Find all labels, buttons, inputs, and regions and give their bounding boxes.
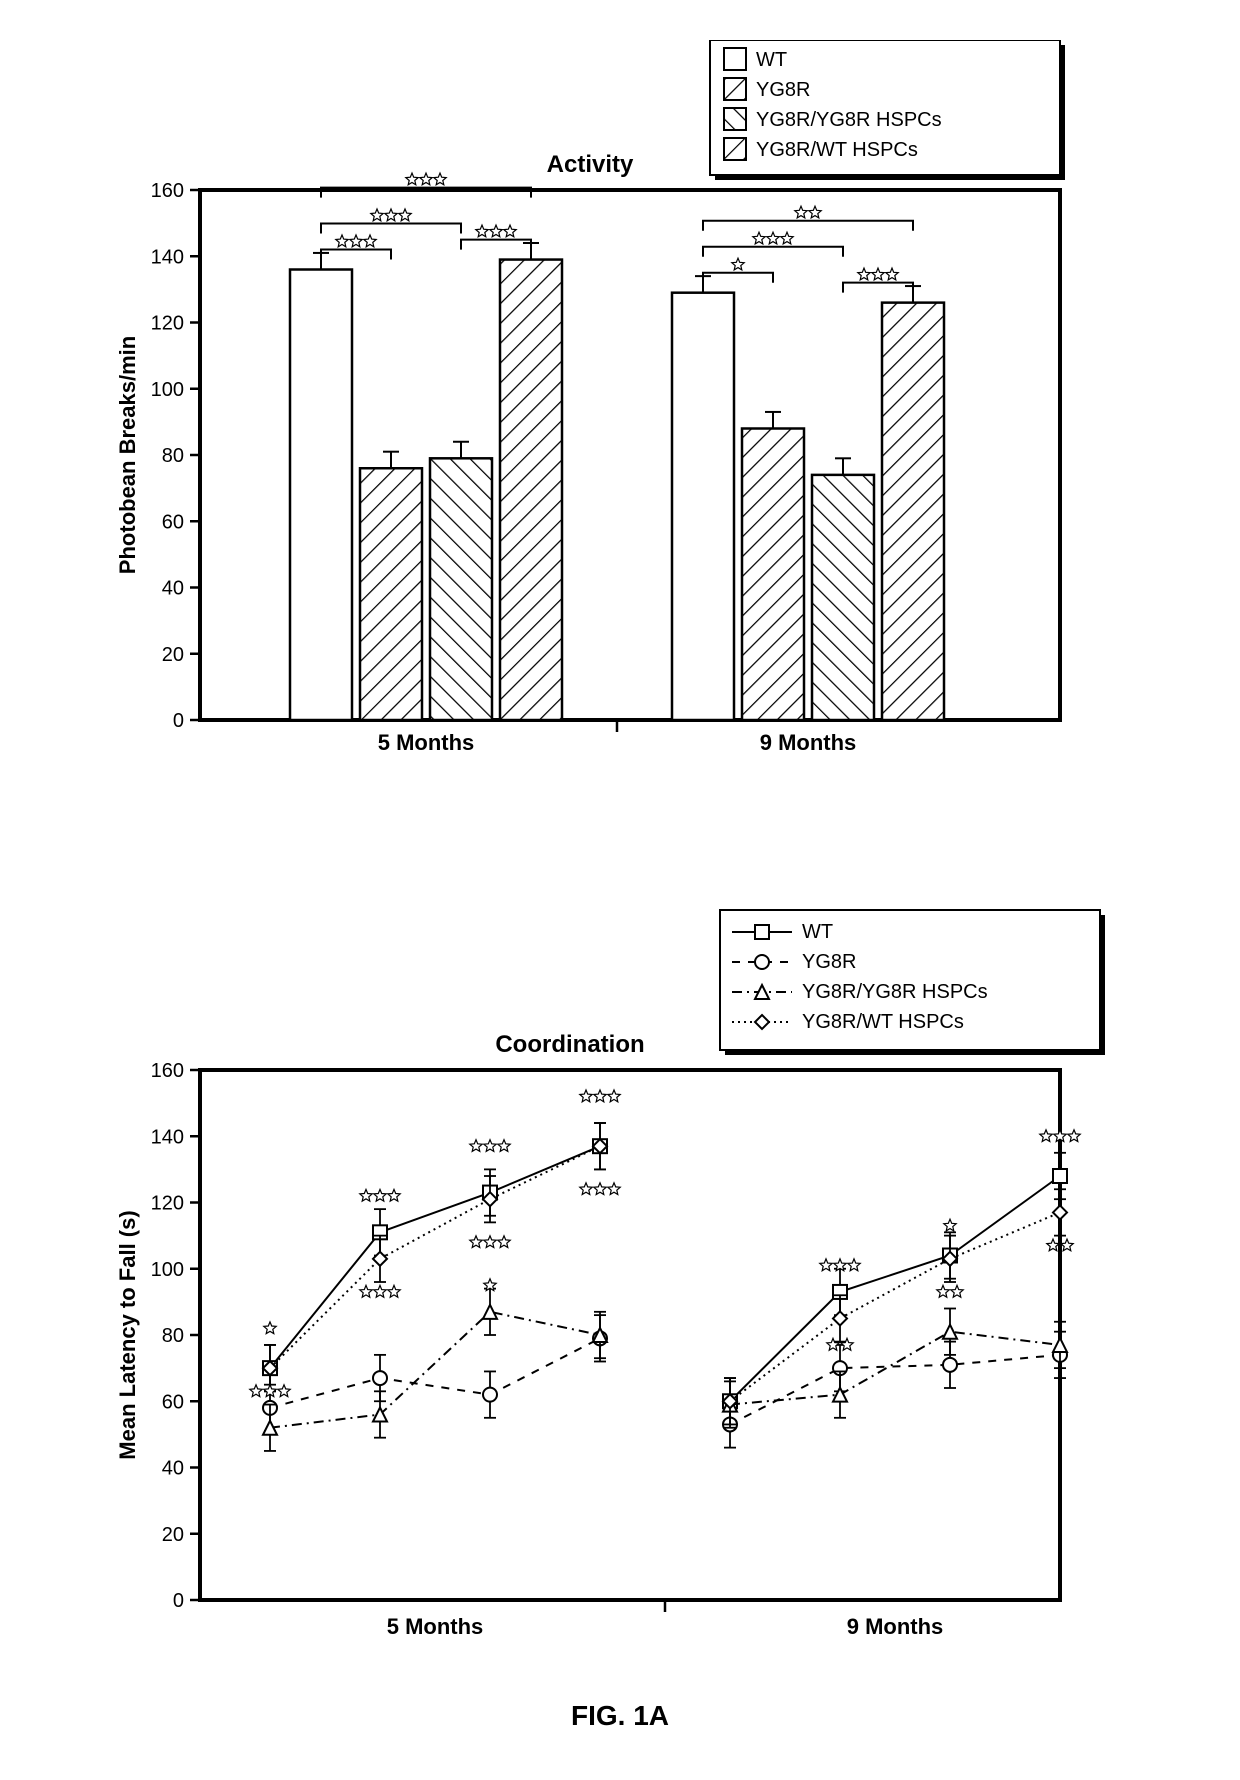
- svg-text:100: 100: [151, 1259, 184, 1281]
- svg-text:Activity: Activity: [547, 151, 634, 178]
- svg-text:5 Months: 5 Months: [378, 730, 475, 755]
- svg-text:160: 160: [151, 1060, 184, 1082]
- svg-text:40: 40: [162, 578, 184, 600]
- svg-text:5 Months: 5 Months: [387, 1614, 484, 1639]
- svg-text:WT: WT: [802, 921, 833, 943]
- svg-text:YG8R: YG8R: [756, 79, 810, 101]
- svg-text:140: 140: [151, 1126, 184, 1148]
- svg-text:60: 60: [162, 1391, 184, 1413]
- figure-caption: FIG. 1A: [0, 1700, 1240, 1732]
- svg-text:YG8R/WT HSPCs: YG8R/WT HSPCs: [756, 139, 918, 161]
- svg-text:Coordination: Coordination: [495, 1031, 644, 1058]
- svg-text:Mean Latency to Fall (s): Mean Latency to Fall (s): [115, 1210, 140, 1459]
- svg-text:100: 100: [151, 379, 184, 401]
- svg-text:WT: WT: [756, 49, 787, 71]
- svg-text:60: 60: [162, 511, 184, 533]
- svg-text:YG8R/YG8R HSPCs: YG8R/YG8R HSPCs: [802, 981, 988, 1003]
- figure-wrap: 0 20 40 60 80 100 120 140 160 Photobean Breaks/mi…: [90, 40, 1150, 1660]
- svg-text:0: 0: [173, 1590, 184, 1612]
- svg-text:140: 140: [151, 246, 184, 268]
- svg-text:120: 120: [151, 1193, 184, 1215]
- svg-text:40: 40: [162, 1458, 184, 1480]
- svg-text:120: 120: [151, 313, 184, 335]
- figure-svg: 0 20 40 60 80 100 120 140 160 Photobean Breaks/mi…: [90, 40, 1150, 1660]
- svg-text:9 Months: 9 Months: [760, 730, 857, 755]
- svg-text:80: 80: [162, 1325, 184, 1347]
- svg-text:80: 80: [162, 445, 184, 467]
- svg-text:YG8R/YG8R HSPCs: YG8R/YG8R HSPCs: [756, 109, 942, 131]
- svg-text:160: 160: [151, 180, 184, 202]
- svg-text:YG8R/WT HSPCs: YG8R/WT HSPCs: [802, 1011, 964, 1033]
- figure-label-text: FIG. 1A: [571, 1700, 669, 1731]
- svg-text:YG8R: YG8R: [802, 951, 856, 973]
- svg-text:20: 20: [162, 1524, 184, 1546]
- svg-text:0: 0: [173, 710, 184, 732]
- svg-text:20: 20: [162, 644, 184, 666]
- svg-text:9 Months: 9 Months: [847, 1614, 944, 1639]
- svg-text:Photobean Breaks/min: Photobean Breaks/min: [115, 336, 140, 574]
